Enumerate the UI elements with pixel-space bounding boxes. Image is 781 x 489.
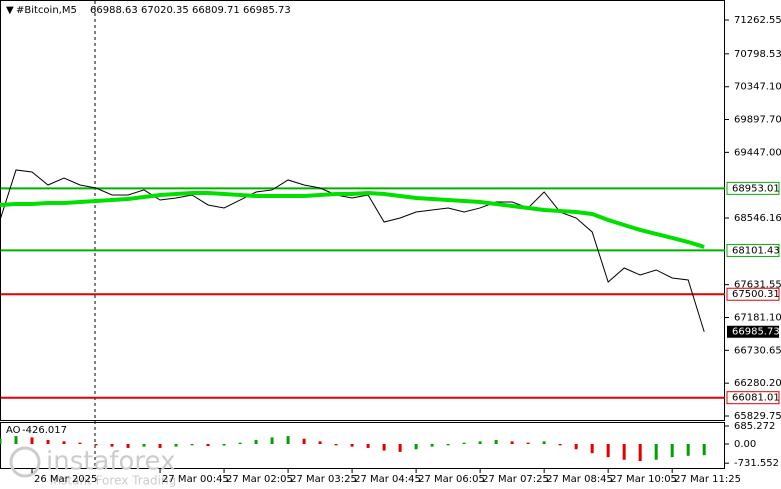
ao-bar xyxy=(446,443,450,446)
watermark: instaforex Instant Forex Trading xyxy=(9,446,176,488)
ao-bar xyxy=(158,443,162,448)
ao-bar xyxy=(686,443,690,456)
ao-bar xyxy=(622,443,626,460)
level-label: 67500.31 xyxy=(732,289,780,300)
ohlc-value: 66985.73 xyxy=(243,5,291,16)
ao-bar xyxy=(78,442,82,444)
y-tick-label: 65829.75 xyxy=(734,411,781,422)
ao-bar xyxy=(222,443,226,446)
ao-tick-label: 0.00 xyxy=(734,439,756,450)
level-label: 68953.01 xyxy=(732,183,780,194)
ao-bar xyxy=(542,441,546,444)
x-tick-label: 27 Mar 07:25 xyxy=(482,474,549,485)
y-tick-label: 67631.55 xyxy=(734,280,781,291)
ao-bar xyxy=(382,443,386,451)
ohlc-value: 67020.35 xyxy=(141,5,189,16)
x-tick-label: 27 Mar 04:45 xyxy=(354,474,421,485)
ao-bar xyxy=(430,443,434,447)
ao-bar xyxy=(94,443,98,446)
slogan: Instant Forex Trading xyxy=(50,474,176,488)
y-tick-label: 70798.53 xyxy=(734,49,781,60)
ao-bar xyxy=(398,443,402,452)
ao-bar xyxy=(414,443,418,450)
ao-bar xyxy=(286,436,290,444)
x-tick-label: 27 Mar 00:45 xyxy=(162,474,229,485)
y-tick-label: 70347.10 xyxy=(734,82,781,93)
y-tick-label: 69447.00 xyxy=(734,147,781,158)
level-label: 66081.01 xyxy=(732,393,780,404)
y-tick-label: 66280.20 xyxy=(734,378,781,389)
logo xyxy=(9,446,41,478)
level-label-box xyxy=(726,181,780,195)
x-tick-label: 27 Mar 10:05 xyxy=(610,474,677,485)
level-label-box xyxy=(726,391,780,405)
ao-bar xyxy=(238,442,242,444)
ao-bar xyxy=(462,442,466,444)
ohlc-value: 66809.71 xyxy=(192,5,240,16)
y-tick-label: 69897.70 xyxy=(734,114,781,125)
level-label: 68101.43 xyxy=(732,245,780,256)
ao-bar xyxy=(302,438,306,444)
ao-value: -426.017 xyxy=(22,425,67,436)
ao-bar xyxy=(526,442,530,444)
brand: instaforex xyxy=(46,447,175,477)
level-label-box xyxy=(726,287,780,301)
ao-bar xyxy=(670,443,674,458)
x-tick-label: 27 Mar 11:25 xyxy=(674,474,741,485)
ao-bar xyxy=(174,443,178,447)
x-tick-label: 26 Mar 2025 xyxy=(34,474,97,485)
ao-bar xyxy=(366,443,370,448)
ohlc-value: 66988.63 xyxy=(90,5,138,16)
y-tick-label: 68546.16 xyxy=(734,213,781,224)
moving-average xyxy=(0,191,705,249)
ao-bar xyxy=(478,441,482,444)
ao-tick-label: -731.552 xyxy=(734,458,779,469)
ao-bar xyxy=(590,443,594,454)
price-line xyxy=(0,169,705,332)
ao-bar xyxy=(0,438,2,444)
ao-name: AO xyxy=(6,425,21,436)
ao-bar xyxy=(638,443,642,462)
x-tick-label: 27 Mar 06:05 xyxy=(418,474,485,485)
ao-tick-label: 685.272 xyxy=(734,421,775,432)
ao-bar xyxy=(206,443,210,447)
ao-bar xyxy=(654,443,658,460)
x-tick-label: 27 Mar 03:25 xyxy=(290,474,357,485)
ao-bar xyxy=(270,437,274,444)
current-price: 66985.73 xyxy=(732,327,780,338)
ao-bar xyxy=(606,443,610,458)
ao-panel xyxy=(0,422,725,469)
y-tick-label: 66730.65 xyxy=(734,345,781,356)
x-tick-label: 27 Mar 08:45 xyxy=(546,474,613,485)
ao-bar xyxy=(558,443,562,446)
ao-bar xyxy=(14,436,18,444)
y-tick-label: 67181.10 xyxy=(734,313,781,324)
ao-bar xyxy=(254,440,258,444)
ao-bar xyxy=(46,440,50,444)
arrow: ▼ xyxy=(6,5,14,16)
ao-bar xyxy=(574,443,578,450)
ao-bar xyxy=(510,441,514,444)
y-tick-label: 71262.55 xyxy=(734,15,781,26)
ao-bar xyxy=(126,443,130,448)
ao-bar xyxy=(334,443,338,446)
ao-bar xyxy=(702,443,706,456)
level-label-box xyxy=(726,243,780,257)
x-tick-label: 27 Mar 02:05 xyxy=(226,474,293,485)
symbol: #Bitcoin,M5 xyxy=(16,5,77,16)
ao-bar xyxy=(190,443,194,446)
ao-bar xyxy=(350,443,354,447)
ao-bar xyxy=(494,440,498,444)
ao-bar xyxy=(62,441,66,444)
ao-bar xyxy=(318,441,322,444)
ao-bar xyxy=(30,437,34,444)
ao-bar xyxy=(142,443,146,447)
price-panel xyxy=(0,0,725,421)
current-price-box xyxy=(727,325,779,338)
ao-bar xyxy=(110,443,114,447)
